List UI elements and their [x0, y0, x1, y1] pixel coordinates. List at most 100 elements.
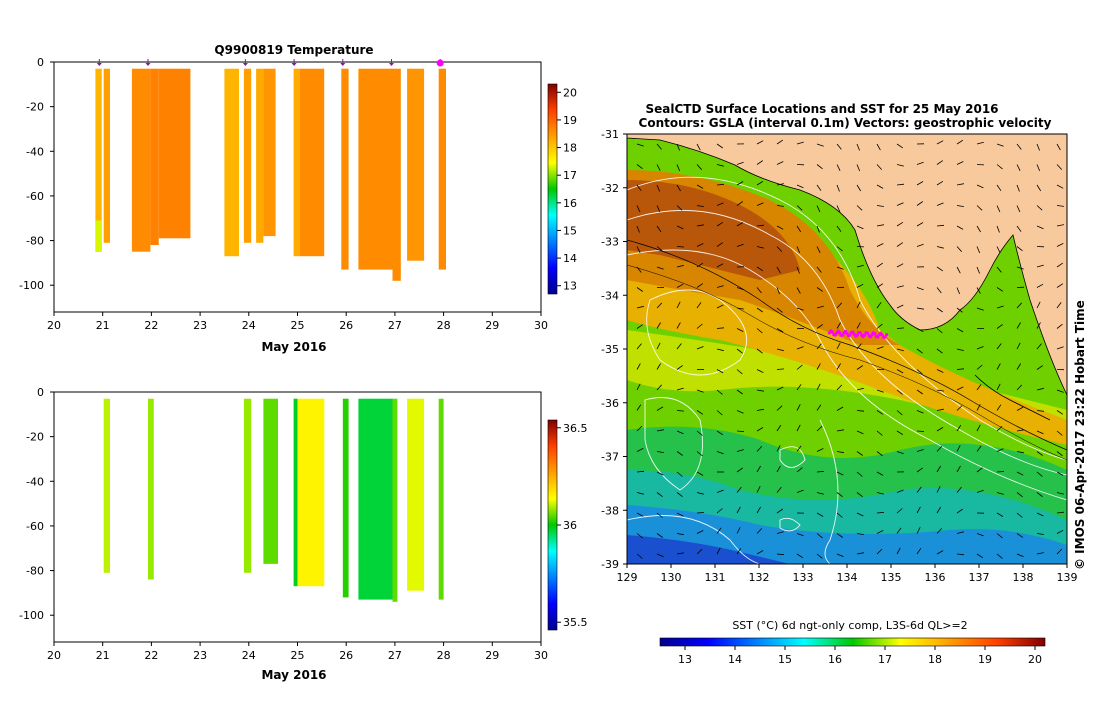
y-tick-label: 0 — [37, 386, 44, 399]
x-tick-label: 21 — [96, 319, 110, 332]
map-colorbar-tick-label: 17 — [878, 653, 892, 666]
y-tick-label: -40 — [26, 145, 44, 158]
salinity-colorbar — [548, 420, 557, 630]
map-x-tick-label: 137 — [969, 571, 990, 584]
colorbar-tick-label: 16 — [563, 197, 577, 210]
x-tick-label: 23 — [193, 319, 207, 332]
x-tick-label: 28 — [437, 649, 451, 662]
map-colorbar-tick-label: 15 — [778, 653, 792, 666]
temperature-title: Q9900819 Temperature — [214, 43, 373, 57]
profile-bar — [244, 399, 251, 573]
x-tick-label: 20 — [47, 319, 61, 332]
map-colorbar-label: SST (°C) 6d ngt-only comp, L3S-6d QL>=2 — [732, 619, 967, 632]
map-y-tick-label: -37 — [601, 451, 619, 464]
colorbar-tick-label: 17 — [563, 169, 577, 182]
profile-bar — [343, 399, 349, 598]
profile-marker-head — [243, 63, 248, 66]
map-y-tick-label: -34 — [601, 289, 619, 302]
y-tick-label: -40 — [26, 475, 44, 488]
profile-bar — [407, 399, 424, 591]
profile-bar — [300, 69, 324, 257]
y-tick-label: -80 — [26, 565, 44, 578]
y-tick-label: -100 — [19, 609, 44, 622]
map-x-tick-label: 129 — [617, 571, 638, 584]
profile-bar — [263, 399, 278, 564]
profile-marker-head — [340, 63, 345, 66]
temperature-xlabel: May 2016 — [261, 340, 326, 354]
map-y-tick-label: -31 — [601, 128, 619, 141]
x-tick-label: 30 — [534, 649, 548, 662]
profile-bar — [358, 399, 392, 600]
map-x-tick-label: 130 — [661, 571, 682, 584]
profile-bar — [150, 69, 158, 245]
x-tick-label: 26 — [339, 649, 353, 662]
x-tick-label: 29 — [485, 649, 499, 662]
x-tick-label: 21 — [96, 649, 110, 662]
x-tick-label: 25 — [291, 319, 305, 332]
map-y-tick-label: -35 — [601, 343, 619, 356]
map-x-tick-label: 136 — [925, 571, 946, 584]
x-tick-label: 27 — [388, 649, 402, 662]
y-tick-label: -20 — [26, 431, 44, 444]
map-colorbar-tick-label: 19 — [978, 653, 992, 666]
sst-field — [627, 134, 1067, 564]
map-title: SealCTD Surface Locations and SST for 25… — [645, 102, 998, 116]
current-profile-marker — [437, 60, 444, 67]
profile-bar — [439, 69, 446, 270]
profile-bar — [393, 399, 398, 602]
colorbar-tick-label: 13 — [563, 280, 577, 293]
x-tick-label: 30 — [534, 319, 548, 332]
y-tick-label: -20 — [26, 101, 44, 114]
x-tick-label: 22 — [144, 649, 158, 662]
colorbar-tick-label: 36.5 — [563, 422, 588, 435]
map-y-tick-label: -33 — [601, 236, 619, 249]
profile-bar — [104, 69, 110, 243]
profile-marker-head — [389, 63, 394, 66]
x-tick-label: 27 — [388, 319, 402, 332]
profile-bar-bottom — [95, 221, 101, 252]
profile-bar — [439, 399, 444, 600]
map-x-tick-label: 138 — [1013, 571, 1034, 584]
x-tick-label: 24 — [242, 319, 256, 332]
y-tick-label: 0 — [37, 56, 44, 69]
map-x-tick-label: 132 — [749, 571, 770, 584]
velocity-vector — [677, 247, 684, 248]
profile-bar — [298, 399, 325, 587]
map-x-tick-label: 134 — [837, 571, 858, 584]
imos-credit: © IMOS 06-Apr-2017 23:22 Hobart Time — [1070, 100, 1090, 580]
x-tick-label: 28 — [437, 319, 451, 332]
colorbar-tick-label: 35.5 — [563, 616, 588, 629]
x-tick-label: 29 — [485, 319, 499, 332]
map-y-tick-label: -36 — [601, 397, 619, 410]
x-tick-label: 23 — [193, 649, 207, 662]
profile-bar — [294, 399, 298, 587]
profile-bar — [104, 399, 110, 573]
profile-bar — [244, 69, 251, 243]
y-tick-label: -60 — [26, 520, 44, 533]
colorbar-tick-label: 18 — [563, 142, 577, 155]
colorbar-tick-label: 36 — [563, 519, 577, 532]
profile-bar — [132, 69, 151, 252]
map-colorbar-tick-label: 13 — [678, 653, 692, 666]
map-subtitle: Contours: GSLA (interval 0.1m) Vectors: … — [639, 116, 1052, 130]
profile-bar — [341, 69, 348, 270]
profile-bar — [224, 69, 239, 257]
map-colorbar-tick-label: 20 — [1028, 653, 1042, 666]
colorbar-tick-label: 15 — [563, 224, 577, 237]
x-tick-label: 20 — [47, 649, 61, 662]
map-colorbar-tick-label: 16 — [828, 653, 842, 666]
map-x-tick-label: 135 — [881, 571, 902, 584]
map-y-tick-label: -39 — [601, 558, 619, 571]
x-tick-label: 26 — [339, 319, 353, 332]
profile-bar — [159, 69, 191, 239]
temperature-section-panel: Q9900819 Temperature 0-20-40-60-80-100 2… — [19, 43, 577, 354]
seal-location-point — [831, 330, 834, 333]
x-tick-label: 24 — [242, 649, 256, 662]
y-tick-label: -80 — [26, 235, 44, 248]
profile-marker-head — [97, 63, 102, 66]
seal-location-point — [885, 333, 888, 336]
map-colorbar-tick-label: 14 — [728, 653, 742, 666]
map-x-tick-label: 133 — [793, 571, 814, 584]
